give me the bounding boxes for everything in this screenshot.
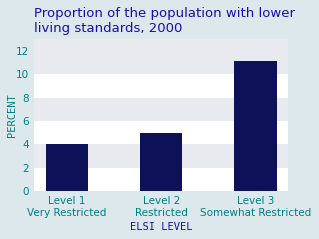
Bar [234, 61, 277, 191]
Bar [46, 145, 88, 191]
Bar [34, 121, 288, 145]
Bar [34, 168, 288, 191]
Bar [34, 74, 288, 98]
Text: Proportion of the population with lower
living standards, 2000: Proportion of the population with lower … [34, 7, 295, 35]
Bar [140, 133, 182, 191]
X-axis label: ELSI LEVEL: ELSI LEVEL [130, 222, 192, 232]
Y-axis label: PERCENT: PERCENT [7, 93, 17, 137]
